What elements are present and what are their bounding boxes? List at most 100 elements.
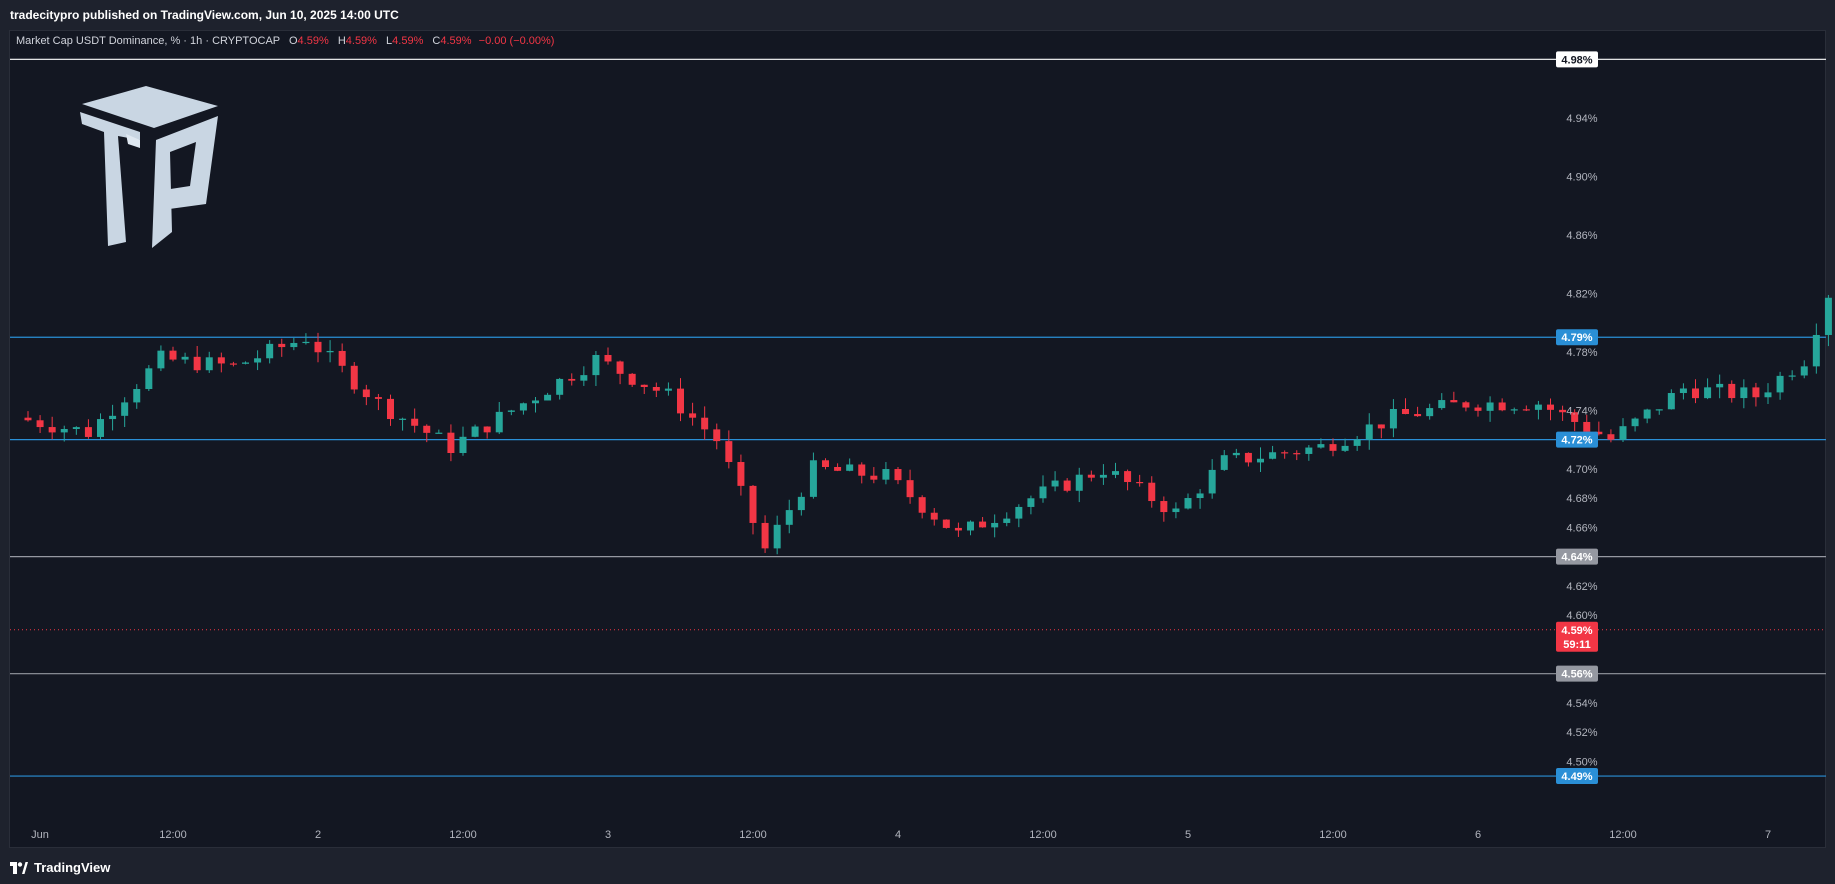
candle-body[interactable] — [918, 497, 926, 513]
candle-body[interactable] — [1692, 388, 1699, 399]
candle-body[interactable] — [1365, 424, 1373, 440]
candle-body[interactable] — [1583, 421, 1591, 432]
candle-body[interactable] — [519, 403, 527, 411]
candle-body[interactable] — [1148, 482, 1156, 502]
candle-body[interactable] — [1752, 387, 1760, 398]
candle-body[interactable] — [1257, 458, 1264, 463]
candle-body[interactable] — [991, 522, 999, 528]
candle-body[interactable] — [677, 388, 684, 414]
candle-body[interactable] — [785, 510, 793, 525]
candle-body[interactable] — [942, 519, 950, 528]
candle-body[interactable] — [1063, 480, 1071, 491]
candle-body[interactable] — [1087, 474, 1095, 478]
candle-body[interactable] — [36, 420, 44, 428]
candle-body[interactable] — [797, 496, 805, 511]
chart-pane[interactable] — [9, 30, 1826, 848]
candle-body[interactable] — [1776, 375, 1784, 393]
candle-body[interactable] — [423, 425, 431, 433]
candle-body[interactable] — [640, 384, 648, 387]
candle-body[interactable] — [689, 413, 697, 418]
candle-body[interactable] — [1667, 393, 1675, 410]
candle-body[interactable] — [109, 415, 117, 420]
candle-body[interactable] — [1462, 402, 1470, 408]
candle-body[interactable] — [278, 343, 286, 348]
candle-body[interactable] — [121, 402, 129, 416]
candle-body[interactable] — [1051, 480, 1059, 487]
candle-body[interactable] — [1172, 508, 1180, 513]
candle-body[interactable] — [1595, 431, 1603, 435]
candle-body[interactable] — [1124, 471, 1132, 483]
candle-body[interactable] — [1208, 469, 1216, 494]
candle-body[interactable] — [1244, 452, 1252, 463]
candle-body[interactable] — [1015, 506, 1023, 519]
candle-body[interactable] — [205, 357, 213, 371]
candle-body[interactable] — [954, 527, 962, 531]
candle-body[interactable] — [338, 350, 346, 366]
candle-body[interactable] — [1571, 412, 1579, 422]
candle-body[interactable] — [387, 398, 394, 420]
candle-body[interactable] — [48, 427, 56, 433]
candle-body[interactable] — [773, 524, 781, 549]
candle-body[interactable] — [1232, 452, 1240, 456]
candle-body[interactable] — [1317, 444, 1325, 448]
candle-body[interactable] — [471, 426, 479, 437]
candle-body[interactable] — [713, 429, 721, 442]
candle-body[interactable] — [1486, 402, 1494, 411]
candle-body[interactable] — [628, 373, 636, 385]
candle-body[interactable] — [1281, 452, 1289, 454]
candle-body[interactable] — [544, 394, 552, 401]
candle-body[interactable] — [326, 350, 334, 353]
candle-body[interactable] — [411, 418, 419, 426]
candle-body[interactable] — [374, 397, 382, 399]
candle-body[interactable] — [495, 411, 503, 433]
candle-body[interactable] — [822, 460, 829, 467]
candle-body[interactable] — [930, 512, 938, 520]
candle-body[interactable] — [1112, 471, 1119, 475]
candle-body[interactable] — [616, 361, 624, 374]
candle-body[interactable] — [290, 342, 298, 348]
candle-body[interactable] — [169, 350, 177, 360]
candle-body[interactable] — [1547, 404, 1554, 410]
candle-body[interactable] — [568, 378, 576, 381]
candle-body[interactable] — [1619, 426, 1627, 440]
candle-body[interactable] — [1099, 474, 1107, 478]
candle-body[interactable] — [725, 441, 733, 463]
candle-body[interactable] — [1377, 424, 1385, 429]
candle-body[interactable] — [1788, 375, 1796, 377]
candle-body[interactable] — [242, 362, 249, 364]
candle-body[interactable] — [266, 343, 274, 359]
candle-body[interactable] — [1027, 498, 1035, 507]
candle-body[interactable] — [1402, 409, 1409, 415]
candle-body[interactable] — [882, 469, 890, 480]
candle-body[interactable] — [435, 432, 443, 434]
candle-body[interactable] — [362, 389, 370, 398]
candle-body[interactable] — [906, 480, 914, 498]
candle-body[interactable] — [1800, 366, 1808, 376]
tradingview-logo[interactable]: TradingView — [10, 860, 110, 875]
candle-body[interactable] — [254, 358, 262, 363]
candle-body[interactable] — [1136, 482, 1144, 484]
candle-body[interactable] — [1498, 402, 1506, 411]
candle-body[interactable] — [664, 388, 672, 391]
candle-body[interactable] — [399, 418, 407, 420]
candle-body[interactable] — [72, 427, 80, 430]
candle-body[interactable] — [580, 375, 588, 381]
price-chart[interactable]: 4.94% 4.90% 4.86% 4.82% 4.78% 4.74% 4.70% 4.68%… — [0, 0, 1835, 850]
candle-body[interactable] — [217, 357, 225, 364]
candle-body[interactable] — [592, 354, 600, 376]
candle-body[interactable] — [1269, 452, 1277, 459]
candle-body[interactable] — [1643, 409, 1651, 419]
candle-body[interactable] — [60, 429, 68, 433]
candle-body[interactable] — [604, 354, 612, 362]
candle-body[interactable] — [1220, 455, 1228, 470]
candle-body[interactable] — [1728, 383, 1736, 399]
candle-body[interactable] — [145, 368, 153, 390]
candle-body[interactable] — [483, 426, 491, 433]
candle-body[interactable] — [1655, 409, 1663, 411]
candle-body[interactable] — [1075, 474, 1083, 491]
candle-body[interactable] — [350, 365, 358, 390]
candle-body[interactable] — [507, 410, 515, 412]
candle-body[interactable] — [1534, 404, 1542, 410]
candle-body[interactable] — [97, 419, 104, 437]
candle-body[interactable] — [1353, 439, 1361, 446]
